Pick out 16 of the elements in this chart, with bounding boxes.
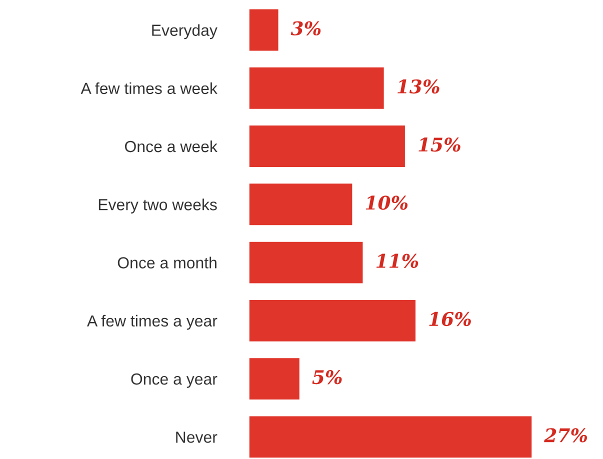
data-label: 16% xyxy=(429,312,471,326)
y-tick-label: Never xyxy=(176,432,218,443)
data-label: 10% xyxy=(366,196,408,210)
y-tick-label: Once a year xyxy=(131,373,218,388)
y-tick-label: A few times a year xyxy=(86,314,218,330)
y-tick-label: Once a week xyxy=(124,140,218,152)
y-tick-label: Every two weeks xyxy=(98,198,217,214)
y-tick-label: Once a month xyxy=(118,256,216,268)
data-label: 3% xyxy=(290,21,321,36)
data-label: 11% xyxy=(376,254,418,268)
data-label: 15% xyxy=(418,138,460,152)
y-tick-label: A few times a week xyxy=(80,82,218,94)
y-tick-label: Everyday xyxy=(152,24,218,40)
data-label: 5% xyxy=(312,370,342,384)
data-label: 13% xyxy=(398,79,440,94)
data-label: 27% xyxy=(544,428,588,442)
